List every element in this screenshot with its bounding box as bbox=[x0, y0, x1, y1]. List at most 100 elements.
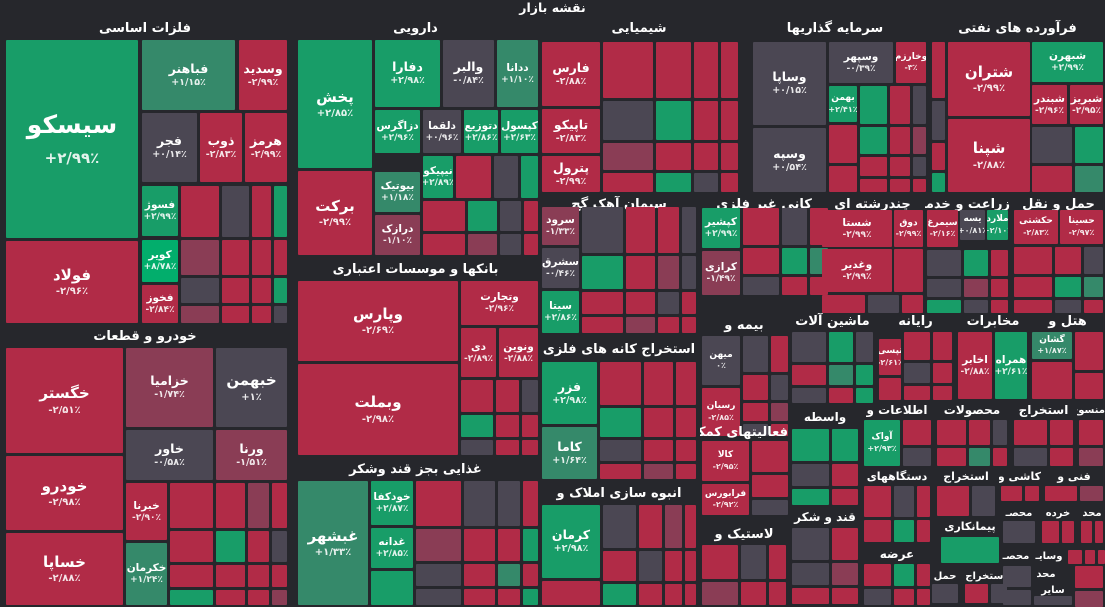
treemap-tile[interactable] bbox=[248, 530, 270, 562]
treemap-tile[interactable] bbox=[675, 362, 696, 405]
treemap-tile[interactable] bbox=[991, 250, 1008, 277]
treemap-tile[interactable] bbox=[912, 127, 926, 155]
treemap-tile[interactable] bbox=[272, 589, 287, 605]
treemap-tile[interactable] bbox=[603, 100, 653, 140]
treemap-tile[interactable] bbox=[743, 423, 768, 436]
treemap-tile[interactable] bbox=[273, 277, 287, 303]
ticker-tile[interactable]: حکشتی -۲/۸۳٪ bbox=[1014, 210, 1058, 244]
treemap-tile[interactable] bbox=[1098, 550, 1105, 564]
treemap-tile[interactable] bbox=[416, 564, 461, 587]
treemap-tile[interactable] bbox=[969, 448, 990, 466]
treemap-tile[interactable] bbox=[743, 336, 768, 372]
ticker-tile[interactable]: ورنا -۱/۵۱٪ bbox=[216, 430, 287, 480]
treemap-tile[interactable] bbox=[903, 420, 931, 446]
treemap-tile[interactable] bbox=[626, 256, 656, 289]
ticker-tile[interactable]: خساپا -۲/۸۸٪ bbox=[6, 533, 123, 605]
treemap-tile[interactable] bbox=[964, 279, 989, 298]
treemap-tile[interactable] bbox=[832, 528, 858, 560]
treemap-tile[interactable] bbox=[272, 564, 287, 587]
ticker-tile[interactable]: سیتا +۲/۸۶٪ bbox=[542, 291, 579, 333]
treemap-tile[interactable] bbox=[644, 440, 673, 462]
treemap-tile[interactable] bbox=[941, 537, 999, 563]
ticker-tile[interactable]: وخارزم -۳٪ bbox=[896, 42, 926, 83]
treemap-tile[interactable] bbox=[768, 581, 786, 605]
treemap-tile[interactable] bbox=[684, 505, 696, 548]
treemap-tile[interactable] bbox=[655, 42, 691, 98]
treemap-tile[interactable] bbox=[496, 380, 520, 412]
treemap-tile[interactable] bbox=[272, 483, 287, 528]
treemap-tile[interactable] bbox=[675, 407, 696, 438]
ticker-tile[interactable]: پترول -۲/۹۹٪ bbox=[542, 156, 600, 192]
treemap-tile[interactable] bbox=[752, 499, 788, 515]
ticker-tile[interactable]: کاما +۱/۶۴٪ bbox=[542, 427, 597, 479]
ticker-tile[interactable]: آواک +۲/۹۳٪ bbox=[864, 420, 900, 466]
ticker-tile[interactable]: دی -۲/۸۹٪ bbox=[461, 328, 496, 377]
treemap-tile[interactable] bbox=[1049, 448, 1073, 466]
treemap-tile[interactable] bbox=[864, 564, 892, 587]
treemap-tile[interactable] bbox=[493, 156, 518, 198]
treemap-tile[interactable] bbox=[964, 300, 989, 313]
treemap-tile[interactable] bbox=[423, 234, 465, 255]
treemap-tile[interactable] bbox=[912, 157, 926, 176]
treemap-tile[interactable] bbox=[770, 336, 788, 372]
treemap-tile[interactable] bbox=[170, 483, 213, 528]
treemap-tile[interactable] bbox=[856, 332, 873, 362]
treemap-tile[interactable] bbox=[792, 489, 830, 505]
treemap-tile[interactable] bbox=[904, 363, 931, 384]
treemap-tile[interactable] bbox=[1075, 332, 1103, 370]
treemap-tile[interactable] bbox=[222, 277, 250, 303]
treemap-tile[interactable] bbox=[416, 481, 461, 527]
treemap-tile[interactable] bbox=[1042, 521, 1060, 543]
treemap-tile[interactable] bbox=[916, 589, 930, 605]
ticker-tile[interactable]: وغدیر -۲/۹۹٪ bbox=[822, 249, 892, 292]
treemap-tile[interactable] bbox=[890, 86, 910, 125]
treemap-tile[interactable] bbox=[792, 429, 830, 461]
treemap-tile[interactable] bbox=[1032, 362, 1072, 399]
treemap-tile[interactable] bbox=[273, 186, 287, 237]
ticker-tile[interactable]: فرابورس -۲/۹۲٪ bbox=[702, 484, 749, 515]
treemap-tile[interactable] bbox=[522, 589, 538, 605]
ticker-tile[interactable]: فسوژ +۲/۹۹٪ bbox=[142, 186, 178, 236]
treemap-tile[interactable] bbox=[992, 448, 1007, 466]
treemap-tile[interactable] bbox=[927, 300, 962, 313]
treemap-tile[interactable] bbox=[752, 475, 788, 497]
treemap-tile[interactable] bbox=[890, 127, 910, 155]
treemap-tile[interactable] bbox=[522, 380, 538, 412]
ticker-tile[interactable]: حسینا -۲/۹۷٪ bbox=[1060, 210, 1103, 244]
treemap-tile[interactable] bbox=[467, 234, 498, 255]
treemap-tile[interactable] bbox=[860, 178, 888, 192]
treemap-tile[interactable] bbox=[222, 186, 250, 237]
treemap-tile[interactable] bbox=[860, 157, 888, 176]
ticker-tile[interactable]: شبندر -۲/۹۶٪ bbox=[1032, 85, 1067, 124]
treemap-tile[interactable] bbox=[792, 528, 830, 560]
ticker-tile[interactable]: شتران -۲/۹۹٪ bbox=[948, 42, 1030, 116]
ticker-tile[interactable]: ذوب -۲/۸۳٪ bbox=[200, 113, 242, 182]
ticker-tile[interactable]: سرود -۱/۳۳٪ bbox=[542, 207, 579, 245]
treemap-tile[interactable] bbox=[522, 529, 538, 562]
treemap-tile[interactable] bbox=[916, 520, 930, 542]
treemap-tile[interactable] bbox=[752, 441, 788, 473]
treemap-tile[interactable] bbox=[743, 403, 768, 421]
treemap-tile[interactable] bbox=[1062, 521, 1074, 543]
treemap-tile[interactable] bbox=[675, 464, 696, 479]
treemap-tile[interactable] bbox=[832, 463, 858, 487]
ticker-tile[interactable]: خگستر -۲/۵۱٪ bbox=[6, 348, 123, 453]
treemap-tile[interactable] bbox=[1024, 486, 1039, 501]
ticker-tile[interactable]: وتجارت -۲/۹۶٪ bbox=[461, 281, 538, 325]
ticker-tile[interactable]: دزاگرس +۲/۹۶٪ bbox=[375, 110, 420, 153]
treemap-tile[interactable] bbox=[272, 530, 287, 562]
treemap-tile[interactable] bbox=[1003, 566, 1031, 588]
treemap-tile[interactable] bbox=[603, 505, 637, 548]
treemap-tile[interactable] bbox=[1049, 420, 1073, 446]
treemap-tile[interactable] bbox=[782, 247, 808, 274]
treemap-tile[interactable] bbox=[1084, 299, 1103, 313]
treemap-tile[interactable] bbox=[582, 256, 624, 289]
treemap-tile[interactable] bbox=[992, 420, 1007, 446]
treemap-tile[interactable] bbox=[1075, 591, 1103, 607]
ticker-tile[interactable]: کالا -۲/۹۵٪ bbox=[702, 441, 749, 481]
treemap-tile[interactable] bbox=[523, 201, 538, 231]
treemap-tile[interactable] bbox=[1014, 299, 1052, 313]
treemap-tile[interactable] bbox=[1014, 277, 1052, 297]
treemap-tile[interactable] bbox=[832, 562, 858, 586]
treemap-tile[interactable] bbox=[792, 388, 827, 403]
